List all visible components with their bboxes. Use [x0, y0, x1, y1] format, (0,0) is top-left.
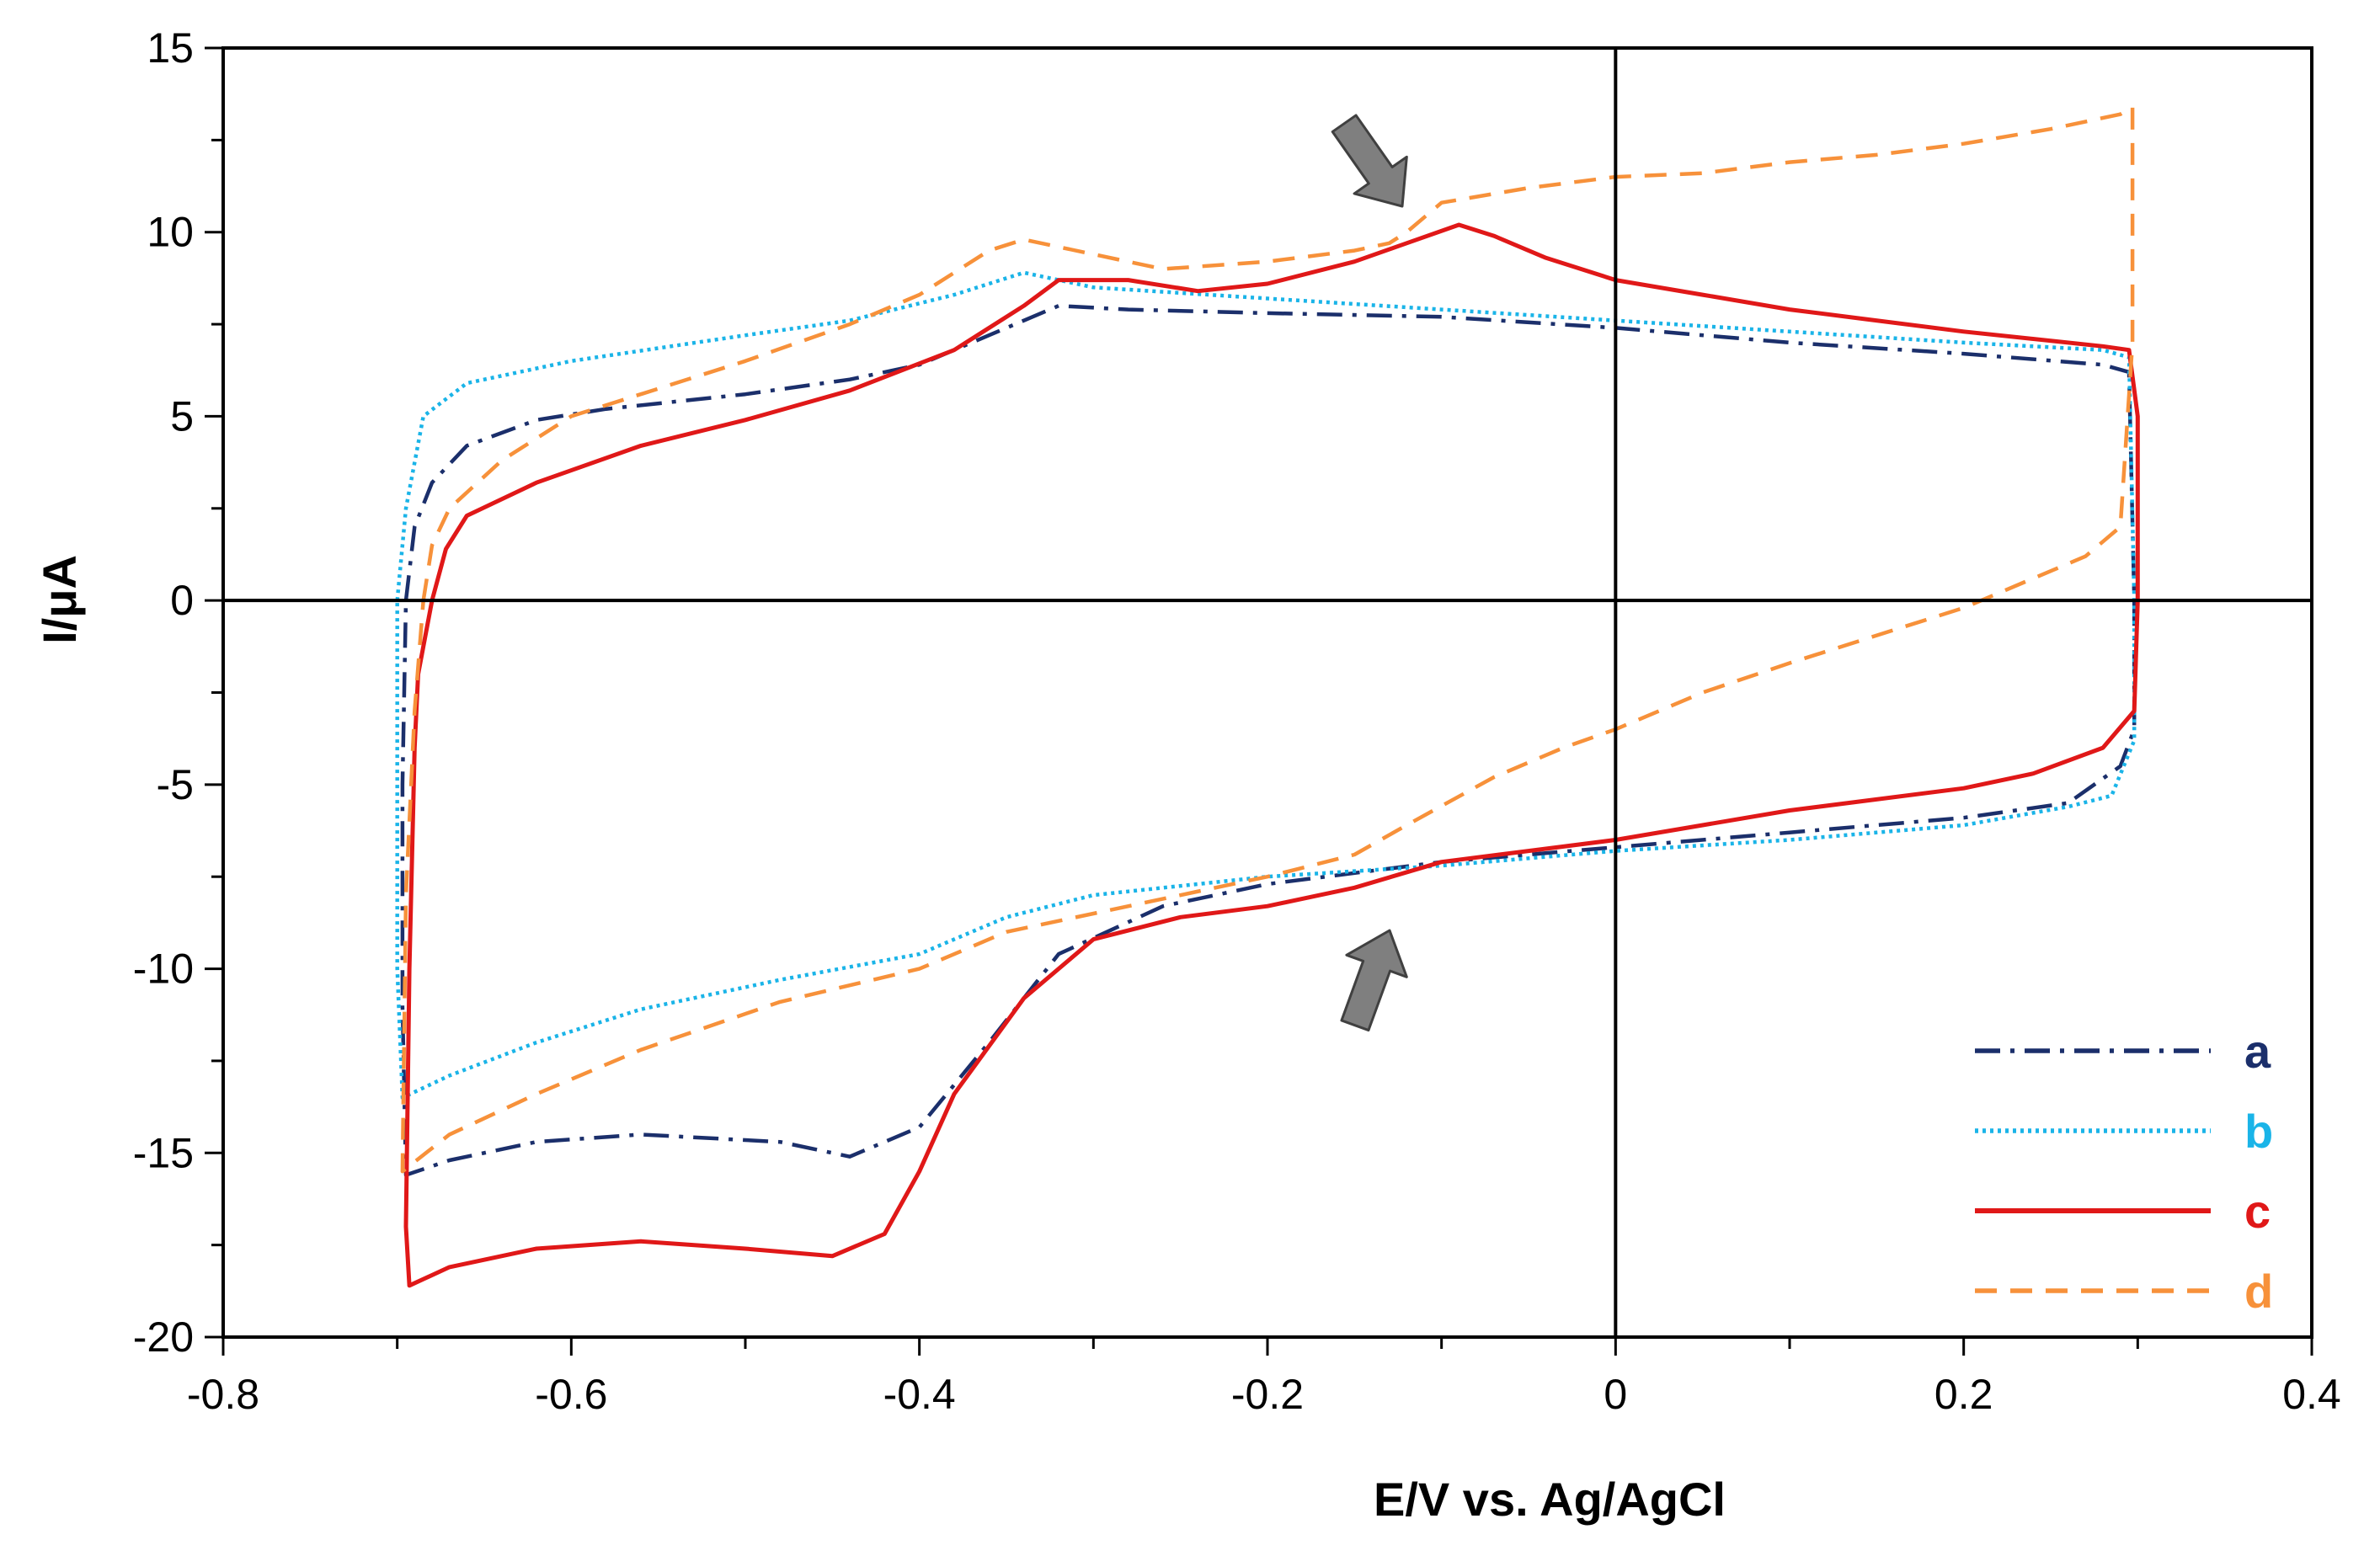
y-tick-label: -10	[133, 946, 194, 993]
legend-label-b: b	[2244, 1105, 2273, 1158]
series-a-line	[400, 303, 2137, 1177]
y-tick-label: 5	[170, 392, 194, 440]
series-layer	[395, 104, 2140, 1288]
annotations	[1331, 114, 1408, 1032]
y-tick-label: -5	[157, 761, 194, 808]
arrow-down-icon	[1331, 114, 1408, 208]
legend-label-d: d	[2244, 1265, 2273, 1318]
y-tick-label: 15	[147, 24, 194, 72]
x-tick-label: -0.2	[1231, 1371, 1304, 1418]
x-tick-label: -0.8	[187, 1371, 259, 1418]
x-tick-label: -0.4	[883, 1371, 956, 1418]
x-tick-label: 0.2	[1934, 1371, 1993, 1418]
y-tick-label: 10	[147, 209, 194, 256]
x-tick-label: 0	[1604, 1371, 1627, 1418]
y-axis-title: I/μA	[33, 555, 86, 644]
y-tick-label: 0	[170, 577, 194, 624]
plot-frame	[221, 46, 2313, 1339]
series-b-line	[395, 270, 2137, 1100]
x-tick-label: -0.6	[535, 1371, 607, 1418]
legend-label-c: c	[2244, 1185, 2271, 1238]
x-tick-label: 0.4	[2282, 1371, 2341, 1418]
series-c-line	[403, 222, 2140, 1288]
series-d-line	[400, 104, 2135, 1174]
y-tick-label: -20	[133, 1314, 194, 1361]
legend-label-a: a	[2244, 1025, 2271, 1078]
arrow-up-icon	[1340, 929, 1408, 1032]
x-axis-title: E/V vs. Ag/AgCl	[1374, 1473, 1726, 1526]
axes-layer: -0.8 -0.6 -0.4 -0.2 0 0.2 0.4 -20 -15 -10 -5 0 5 10 15	[133, 24, 2341, 1418]
y-tick-label: -15	[133, 1129, 194, 1176]
